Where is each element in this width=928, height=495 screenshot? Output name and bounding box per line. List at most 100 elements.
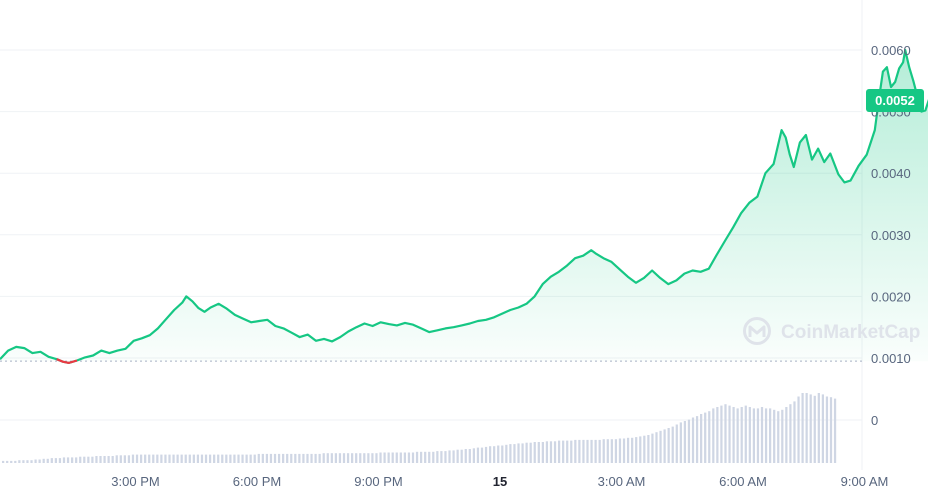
volume-bar xyxy=(269,453,273,463)
volume-bar xyxy=(517,443,520,463)
x-tick-label: 3:00 PM xyxy=(111,474,159,489)
volume-bar xyxy=(172,454,175,463)
volume-bar xyxy=(217,454,220,463)
volume-bar xyxy=(383,452,386,463)
volume-bar xyxy=(472,448,475,463)
y-tick-label: 0.0010 xyxy=(871,351,911,366)
volume-bar xyxy=(570,440,573,463)
volume-bar xyxy=(424,451,427,463)
volume-bar xyxy=(626,437,630,463)
volume-bar xyxy=(221,454,224,463)
volume-bar xyxy=(123,455,126,463)
volume-bar xyxy=(306,453,309,463)
volume-bar xyxy=(671,426,674,463)
volume-bar xyxy=(334,453,338,463)
volume-bar xyxy=(294,453,297,463)
y-tick-label: 0.0060 xyxy=(871,43,911,58)
volume-bar xyxy=(574,439,577,463)
volume-bar xyxy=(75,457,78,463)
volume-bar xyxy=(103,456,106,463)
watermark-text: CoinMarketCap xyxy=(781,322,920,343)
volume-bar xyxy=(30,460,33,463)
volume-bar xyxy=(805,393,808,463)
volume-bar xyxy=(229,454,232,463)
volume-bar xyxy=(420,451,423,463)
y-tick-label: 0.0040 xyxy=(871,166,911,181)
area-layer xyxy=(0,50,928,363)
volume-bar xyxy=(363,453,366,463)
volume-bar xyxy=(38,459,41,463)
volume-layer xyxy=(2,393,837,463)
volume-bar xyxy=(769,408,772,463)
price-area xyxy=(0,50,928,363)
volume-bar xyxy=(42,458,45,463)
volume-bar xyxy=(188,454,191,463)
volume-bar xyxy=(777,411,780,463)
volume-bar xyxy=(452,450,455,463)
volume-bar xyxy=(139,454,143,463)
volume-bar xyxy=(131,454,135,463)
volume-bar xyxy=(691,417,695,463)
volume-bar xyxy=(79,456,82,463)
volume-bar xyxy=(549,441,553,463)
volume-bar xyxy=(237,454,240,463)
volume-bar xyxy=(712,408,715,463)
coinmarketcap-logo-icon xyxy=(743,317,771,345)
volume-bar xyxy=(562,440,565,463)
volume-bar xyxy=(505,444,508,463)
volume-bar xyxy=(249,454,252,463)
volume-bar xyxy=(553,441,557,463)
volume-bar xyxy=(618,438,622,463)
volume-bar xyxy=(460,449,463,463)
volume-bar xyxy=(290,453,293,463)
volume-bar xyxy=(529,442,532,463)
volume-bar xyxy=(663,429,666,463)
volume-bar xyxy=(277,453,281,463)
volume-bar xyxy=(679,422,682,463)
volume-bar xyxy=(176,454,179,463)
volume-bar xyxy=(602,439,605,463)
volume-bar xyxy=(647,435,650,463)
volume-bar xyxy=(367,453,370,463)
volume-bar xyxy=(789,404,792,463)
volume-bar xyxy=(192,454,195,463)
volume-bar xyxy=(233,454,236,463)
volume-bar xyxy=(152,454,155,463)
volume-bar xyxy=(708,411,711,463)
volume-bar xyxy=(825,396,829,463)
x-tick-label: 9:00 AM xyxy=(841,474,889,489)
volume-bar xyxy=(651,433,654,463)
volume-bar xyxy=(66,457,70,463)
volume-bar xyxy=(2,460,5,463)
volume-bar xyxy=(545,441,549,463)
volume-bar xyxy=(26,460,29,463)
volume-bar xyxy=(10,460,13,463)
volume-bar xyxy=(724,404,727,463)
volume-bar xyxy=(22,460,25,463)
volume-bar xyxy=(610,439,613,463)
volume-bar xyxy=(797,396,800,463)
volume-bar xyxy=(87,456,90,463)
volume-bar xyxy=(111,456,114,463)
volume-bar xyxy=(817,393,820,463)
volume-bar xyxy=(752,408,756,463)
volume-bar xyxy=(164,454,167,463)
volume-bar xyxy=(91,456,94,463)
volume-bar xyxy=(748,407,751,463)
volume-bar xyxy=(6,460,9,463)
volume-bar xyxy=(156,454,159,463)
volume-bar xyxy=(659,430,662,463)
volume-bar xyxy=(407,452,411,463)
volume-bar xyxy=(200,454,204,463)
volume-bar xyxy=(399,452,402,463)
volume-bar xyxy=(448,450,451,463)
volume-bar xyxy=(46,458,49,463)
volume-bar xyxy=(387,452,390,463)
volume-bar xyxy=(371,453,374,463)
volume-bar xyxy=(509,444,512,463)
volume-bar xyxy=(700,414,703,463)
volume-bar xyxy=(557,440,561,463)
volume-bar xyxy=(740,407,743,463)
